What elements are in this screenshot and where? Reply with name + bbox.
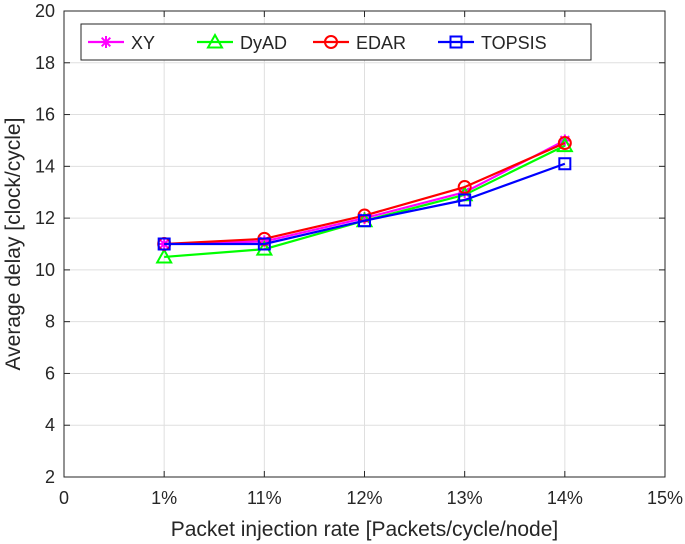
- y-tick-label: 14: [35, 156, 55, 176]
- x-tick-label: 15%: [647, 488, 683, 508]
- x-tick-label: 14%: [547, 488, 583, 508]
- series-group: [155, 134, 574, 264]
- legend-marker-xy: [100, 36, 112, 48]
- data-point-topsis: [458, 193, 472, 207]
- y-tick-label: 10: [35, 260, 55, 280]
- data-point-edar: [457, 180, 472, 195]
- x-tick-label: 11%: [247, 488, 282, 508]
- y-tick-label: 20: [35, 1, 55, 21]
- legend-label-edar: EDAR: [356, 33, 406, 53]
- y-tick-label: 16: [35, 105, 55, 125]
- y-tick-label: 12: [35, 208, 55, 228]
- data-point-edar: [557, 136, 572, 151]
- legend: XY DyAD EDAR TOPSIS: [80, 23, 592, 61]
- x-tick-label: 0: [59, 488, 69, 508]
- series-line-topsis: [164, 162, 566, 246]
- y-tick-label: 18: [35, 53, 55, 73]
- legend-item-edar: EDAR: [313, 33, 406, 53]
- legend-label-topsis: TOPSIS: [481, 33, 547, 53]
- data-point-xy: [358, 212, 371, 225]
- y-axis-label: Average delay [clock/cycle]: [2, 118, 25, 371]
- y-tick-label: 4: [45, 415, 55, 435]
- data-point-topsis: [558, 157, 572, 171]
- y-tick-label: 8: [45, 312, 55, 332]
- data-point-topsis: [157, 237, 171, 251]
- legend-label-dyad: DyAD: [240, 33, 287, 53]
- legend-item-topsis: TOPSIS: [438, 33, 547, 53]
- series-topsis: [157, 157, 572, 251]
- data-point-dyad: [255, 240, 274, 256]
- legend-item-dyad: DyAD: [197, 32, 287, 53]
- legend-marker-topsis: [449, 35, 463, 49]
- legend-marker-edar: [324, 35, 338, 49]
- data-point-dyad: [155, 247, 173, 264]
- legend-label-xy: XY: [131, 33, 155, 53]
- legend-item-xy: XY: [88, 33, 155, 53]
- x-tick-label: 1%: [151, 488, 177, 508]
- y-tick-label: 6: [45, 363, 55, 383]
- data-point-topsis: [257, 237, 271, 251]
- x-axis-label: Packet injection rate [Packets/cycle/nod…: [171, 518, 559, 541]
- legend-marker-dyad: [206, 32, 224, 49]
- data-point-topsis: [358, 214, 371, 228]
- x-tick-label: 12%: [346, 488, 382, 508]
- x-tick-label: 13%: [447, 488, 483, 508]
- y-tick-label: 2: [45, 467, 55, 487]
- tick-labels: 0 1% 11% 12% 13% 14% 15% 2 4 6 8 10 12 14 16 18 20: [35, 1, 683, 508]
